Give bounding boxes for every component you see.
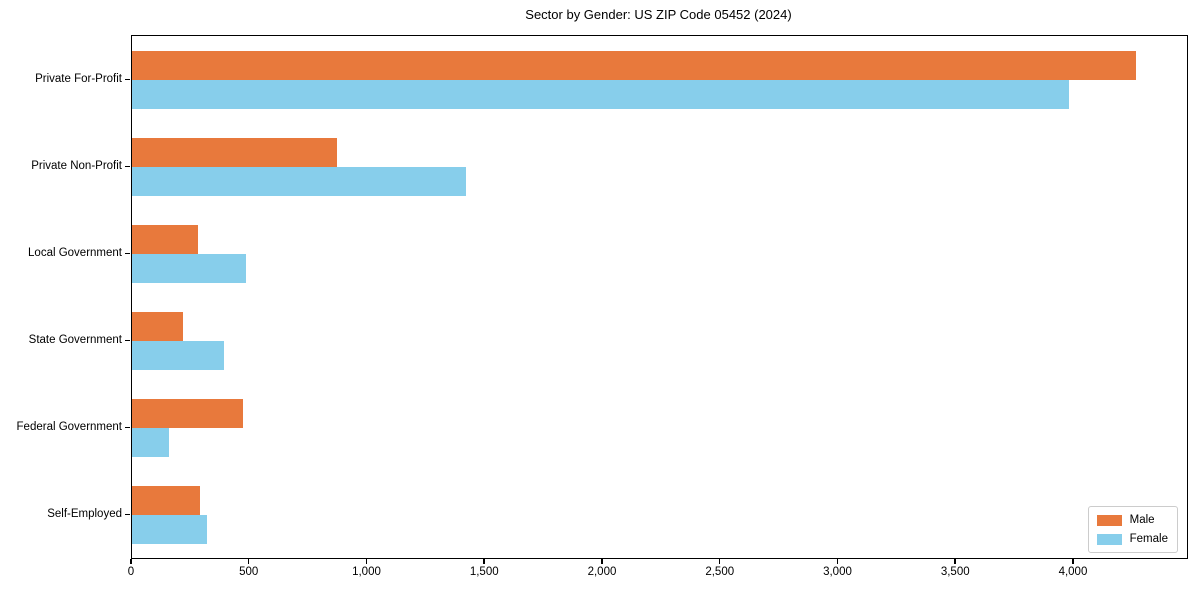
legend-entry-male: Male — [1096, 514, 1168, 526]
bar-male-federal-government — [132, 398, 243, 428]
bar-male-self-employed — [132, 485, 201, 515]
legend-label-female: Female — [1129, 533, 1168, 545]
x-tick-mark — [718, 558, 721, 564]
x-tick-label-1500: 1,500 — [469, 566, 499, 578]
x-tick-label-4000: 4,000 — [1058, 566, 1088, 578]
legend-swatch-male — [1096, 514, 1122, 526]
bar-female-state-government — [132, 340, 224, 370]
bar-female-private-for-profit — [132, 79, 1070, 109]
y-tick-mark — [125, 78, 130, 80]
legend-swatch-female — [1096, 533, 1122, 545]
y-tick-mark — [125, 252, 130, 254]
x-tick-mark — [483, 558, 485, 564]
y-tick-label-local-government: Local Government — [28, 246, 122, 259]
x-tick-mark — [365, 558, 368, 564]
y-tick-label-self-employed: Self-Employed — [47, 507, 122, 520]
chart-title: Sector by Gender: US ZIP Code 05452 (202… — [525, 7, 792, 22]
x-tick-mark — [954, 558, 956, 564]
x-tick-mark — [836, 558, 839, 564]
x-tick-label-2000: 2,000 — [587, 566, 617, 578]
y-tick-mark — [125, 339, 130, 341]
bar-male-private-non-profit — [132, 137, 337, 167]
legend-entry-female: Female — [1096, 533, 1168, 545]
y-tick-label-private-non-profit: Private Non-Profit — [31, 159, 122, 172]
bar-female-self-employed — [132, 514, 208, 544]
bar-male-local-government — [132, 224, 198, 254]
x-tick-label-0: 0 — [127, 566, 135, 578]
legend-label-male: Male — [1129, 514, 1155, 526]
x-tick-mark — [247, 558, 250, 564]
x-tick-label-2500: 2,500 — [705, 566, 735, 578]
bar-female-local-government — [132, 253, 247, 283]
y-tick-label-private-for-profit: Private For-Profit — [35, 72, 122, 85]
x-tick-mark — [1072, 558, 1074, 564]
y-tick-label-state-government: State Government — [28, 333, 122, 346]
x-tick-label-1000: 1,000 — [352, 566, 381, 578]
bar-male-private-for-profit — [132, 50, 1137, 80]
x-tick-label-500: 500 — [239, 566, 259, 578]
y-tick-mark — [125, 165, 130, 167]
x-tick-label-3500: 3,500 — [940, 566, 970, 578]
plot-area — [131, 35, 1188, 559]
y-tick-mark — [125, 513, 130, 515]
bar-male-state-government — [132, 311, 183, 341]
y-tick-label-federal-government: Federal Government — [16, 420, 122, 433]
y-tick-mark — [125, 426, 130, 428]
bar-female-private-non-profit — [132, 166, 467, 196]
x-tick-mark — [130, 558, 132, 564]
bar-female-federal-government — [132, 427, 169, 457]
x-tick-mark — [601, 558, 603, 564]
x-tick-label-3000: 3,000 — [823, 566, 852, 578]
legend: Male Female — [1087, 506, 1178, 553]
